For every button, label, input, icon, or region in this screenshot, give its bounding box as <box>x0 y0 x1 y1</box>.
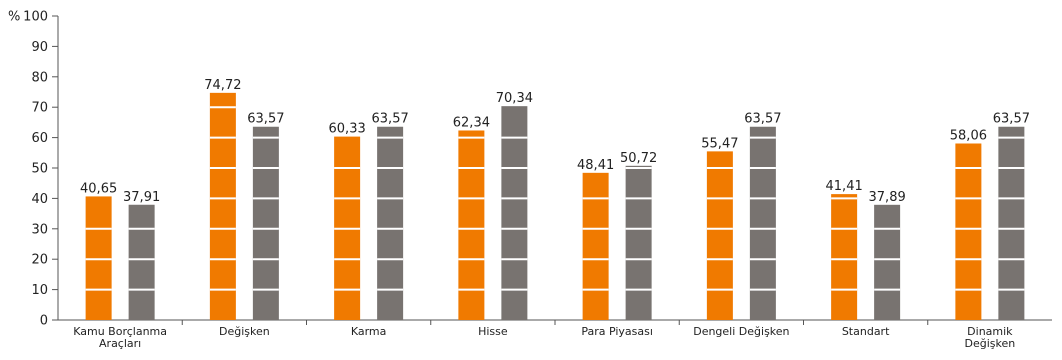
bar-value-label: 70,34 <box>496 91 533 106</box>
x-category-label: Para Piyasası <box>581 325 653 338</box>
x-category-label: Hisse <box>478 325 508 338</box>
bar-series-2 <box>749 126 776 321</box>
bar-value-label: 55,47 <box>701 136 738 151</box>
x-category-label: Dinamik Değişken <box>965 325 1016 350</box>
bar-series-2 <box>252 126 279 321</box>
bar-value-label: 63,57 <box>993 112 1030 127</box>
bar-series-1 <box>582 172 609 320</box>
bar-value-label: 40,65 <box>80 181 117 196</box>
y-tick-label: 90 <box>31 40 48 55</box>
y-tick-label: 20 <box>31 253 48 268</box>
x-category-label: Dengeli Değişken <box>693 325 789 338</box>
x-category-label: Değişken <box>219 325 270 338</box>
x-category-label: Karma <box>351 325 387 338</box>
bar-series-1 <box>706 151 733 320</box>
y-axis: 0 10 20 30 40 50 60 70 80 90 100% <box>8 10 59 329</box>
bar-series-2 <box>377 126 404 321</box>
bar-value-label: 37,89 <box>869 190 906 205</box>
bar-series-2 <box>874 204 901 320</box>
y-tick-label: 0 <box>40 314 48 329</box>
x-category-label: Kamu Borçlanma Araçları <box>73 325 167 350</box>
x-axis: Kamu Borçlanma Araçları Değişken Karma Hisse… <box>58 319 1052 350</box>
bar-value-label: 50,72 <box>620 151 657 166</box>
bar-value-label: 58,06 <box>950 128 987 143</box>
bar-value-label: 48,41 <box>577 158 614 173</box>
y-tick-label: 80 <box>31 70 48 85</box>
bar-series-2 <box>128 204 155 320</box>
y-unit-label: % <box>8 10 20 25</box>
bar-value-label: 63,57 <box>744 112 781 127</box>
bar-value-label: 41,41 <box>826 179 863 194</box>
y-tick-label: 100 <box>23 10 48 25</box>
bar-value-label: 63,57 <box>247 112 284 127</box>
y-tick-label: 70 <box>31 101 48 116</box>
bar-series-1 <box>458 130 485 320</box>
bar-value-label: 63,57 <box>372 112 409 127</box>
y-tick-label: 30 <box>31 222 48 237</box>
bar-series-2 <box>625 165 652 320</box>
bar-series-2 <box>998 126 1025 321</box>
x-category-label: Standart <box>842 325 890 338</box>
bar-value-label: 74,72 <box>204 78 241 93</box>
bar-series-1 <box>955 143 982 320</box>
bar-value-label: 37,91 <box>123 190 160 205</box>
y-tick-label: 10 <box>31 283 48 298</box>
y-tick-label: 50 <box>31 162 48 177</box>
y-tick-label: 60 <box>31 131 48 146</box>
bar-series-1 <box>831 194 858 320</box>
bar-value-label: 60,33 <box>329 122 366 137</box>
bar-value-label: 62,34 <box>453 115 490 130</box>
bar-series-2 <box>501 106 528 320</box>
value-labels: 40,65 37,91 74,72 63,57 60,33 63,57 62,34 70,34… <box>80 78 1030 205</box>
bars <box>85 92 1025 321</box>
bar-series-1 <box>209 92 236 320</box>
y-tick-label: 40 <box>31 192 48 207</box>
